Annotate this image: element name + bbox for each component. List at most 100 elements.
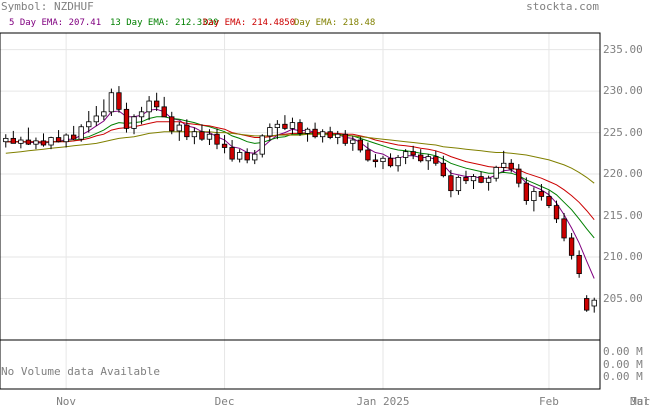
candle	[312, 122, 318, 139]
candle-body	[501, 162, 507, 168]
candle-body	[297, 122, 303, 134]
candle-body	[138, 111, 145, 118]
candle	[568, 232, 575, 260]
candle-body	[221, 143, 228, 148]
candle-body	[312, 128, 318, 138]
candle-body	[236, 152, 243, 160]
candle	[229, 140, 235, 162]
y-tick-label: 215.00	[603, 208, 643, 222]
candle-body	[86, 121, 92, 128]
candle	[531, 187, 537, 212]
candle-body	[327, 131, 333, 138]
symbol-prefix: Symbol:	[1, 0, 48, 13]
x-tick-label: Dec	[214, 395, 235, 408]
x-tick-label: Feb	[539, 395, 559, 408]
candle-body	[493, 167, 499, 179]
candlesticks	[3, 86, 597, 313]
candle	[146, 96, 152, 121]
candle-body	[161, 106, 167, 118]
candle-body	[395, 157, 401, 167]
candle-body	[146, 100, 152, 113]
x-tick-label: Jul	[630, 395, 650, 408]
candle-body	[10, 137, 16, 144]
candle	[342, 130, 348, 146]
candle	[199, 124, 205, 141]
candle-body	[40, 140, 47, 146]
candle-body	[531, 191, 537, 202]
candle-body	[244, 152, 250, 161]
legend-ema-21: Day EMA: 214.4850	[203, 18, 296, 28]
candle	[493, 165, 499, 182]
candle-body	[199, 131, 205, 140]
candle	[380, 155, 386, 170]
candle	[335, 130, 341, 145]
candle-body	[93, 115, 99, 123]
candle-body	[425, 156, 431, 162]
candle	[71, 125, 77, 141]
candle-body	[48, 137, 54, 146]
y-tick-label: 205.00	[603, 291, 643, 305]
y-tick-label: 210.00	[603, 250, 643, 264]
candle-body	[282, 123, 288, 129]
candle-body	[553, 205, 560, 220]
candle-body	[78, 126, 84, 140]
candle-body	[380, 157, 386, 163]
candle-body	[485, 177, 492, 183]
candle	[169, 111, 175, 135]
candle	[78, 124, 84, 142]
candle-body	[568, 237, 575, 256]
candle-body	[131, 116, 137, 129]
candle	[236, 149, 243, 163]
candle-body	[55, 137, 62, 143]
candle-body	[3, 137, 9, 143]
candle	[523, 177, 529, 205]
candle	[350, 135, 356, 151]
candle-body	[108, 92, 115, 113]
candle	[508, 159, 514, 173]
candle	[191, 127, 198, 145]
candle	[485, 175, 492, 191]
candle	[108, 88, 115, 116]
chart-grid	[0, 33, 600, 389]
candle-body	[508, 162, 514, 170]
candle	[516, 164, 522, 188]
candle	[304, 127, 311, 142]
candle-body	[18, 139, 24, 144]
candle-body	[184, 124, 190, 138]
volume-tick-2: 0.00 M	[603, 358, 643, 371]
candle-body	[516, 168, 522, 184]
candle-body	[335, 133, 341, 138]
candle-body	[71, 134, 77, 140]
candle-body	[169, 116, 175, 132]
candle	[244, 148, 250, 164]
candle-body	[153, 100, 160, 108]
candle	[25, 127, 32, 146]
legend-ema-13: 13 Day EMA: 212.3320	[110, 18, 219, 28]
candle	[591, 297, 597, 313]
candle	[561, 213, 567, 242]
x-tick-label: Mar	[630, 395, 650, 408]
candle-body	[116, 92, 122, 110]
candle-body	[433, 156, 439, 164]
candle-body	[387, 157, 394, 167]
candle	[418, 149, 424, 163]
volume-panel-border	[0, 339, 601, 390]
candle	[267, 123, 273, 141]
candle-body	[546, 196, 552, 206]
candle-body	[538, 191, 545, 197]
candle-body	[410, 151, 416, 156]
candle	[448, 169, 454, 198]
price-panel-border	[0, 32, 601, 341]
candle-body	[372, 159, 379, 163]
candle-body	[478, 176, 484, 183]
candle	[538, 184, 545, 201]
candle	[478, 171, 484, 184]
candle-body	[304, 128, 311, 134]
candle	[63, 133, 69, 148]
candle	[410, 145, 416, 160]
candle	[297, 119, 303, 136]
candle-body	[440, 162, 447, 177]
volume-tick-1: 0.00 M	[603, 345, 643, 358]
candle	[440, 155, 447, 178]
